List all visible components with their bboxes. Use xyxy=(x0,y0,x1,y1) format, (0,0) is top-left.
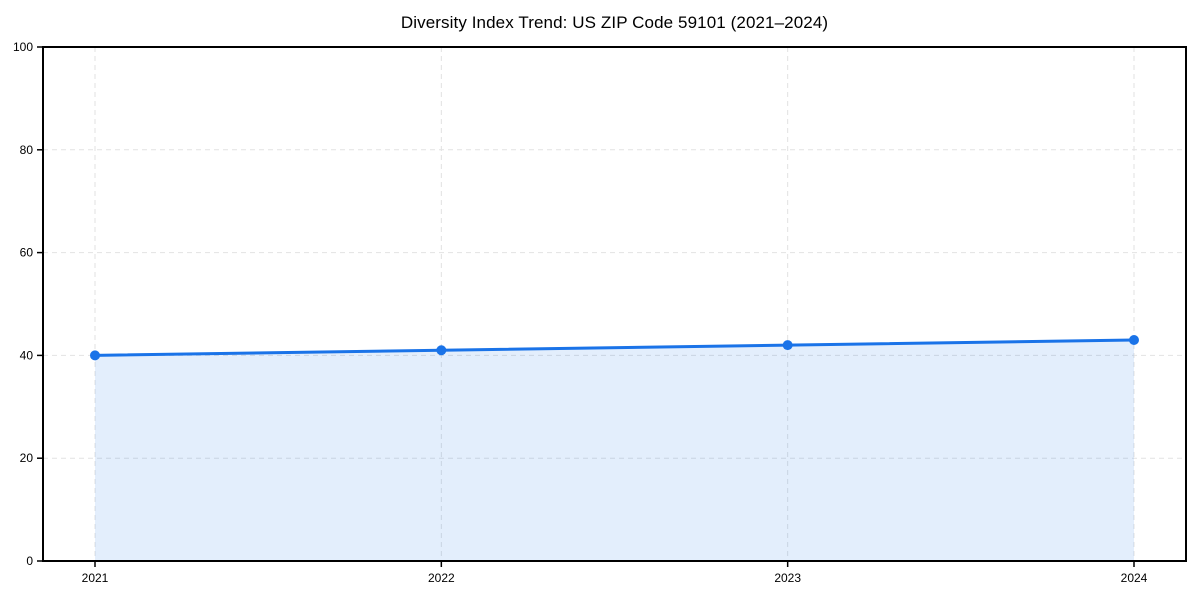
y-tick-label-0: 0 xyxy=(26,554,33,568)
y-tick-label-80: 80 xyxy=(20,143,34,157)
tick-label-layer: 0 20 40 60 80 100 2021 2022 2023 2024 xyxy=(13,40,1148,585)
y-tick-label-100: 100 xyxy=(13,40,33,54)
trend-line-layer xyxy=(93,338,1136,357)
area-fill xyxy=(95,339,1134,561)
data-point-2022 xyxy=(436,345,447,356)
x-tick-label-2024: 2024 xyxy=(1121,571,1148,585)
data-point-2021 xyxy=(90,350,100,361)
x-tick-label-2021: 2021 xyxy=(82,571,109,585)
x-tick-label-2022: 2022 xyxy=(428,571,455,585)
y-tick-label-60: 60 xyxy=(20,246,34,260)
data-point-2024 xyxy=(1129,334,1139,345)
marker-layer xyxy=(90,334,1139,361)
y-tick-label-40: 40 xyxy=(20,348,34,362)
trend-line xyxy=(93,338,1136,357)
data-point-2023 xyxy=(782,340,793,351)
tick-layer xyxy=(37,46,1135,567)
axes-frame xyxy=(42,46,1187,562)
chart-title: Diversity Index Trend: US ZIP Code 59101… xyxy=(400,13,829,32)
x-tick-label-2023: 2023 xyxy=(774,571,801,585)
y-tick-label-20: 20 xyxy=(20,451,34,465)
axes-box xyxy=(42,46,1187,562)
area-layer xyxy=(95,339,1134,561)
